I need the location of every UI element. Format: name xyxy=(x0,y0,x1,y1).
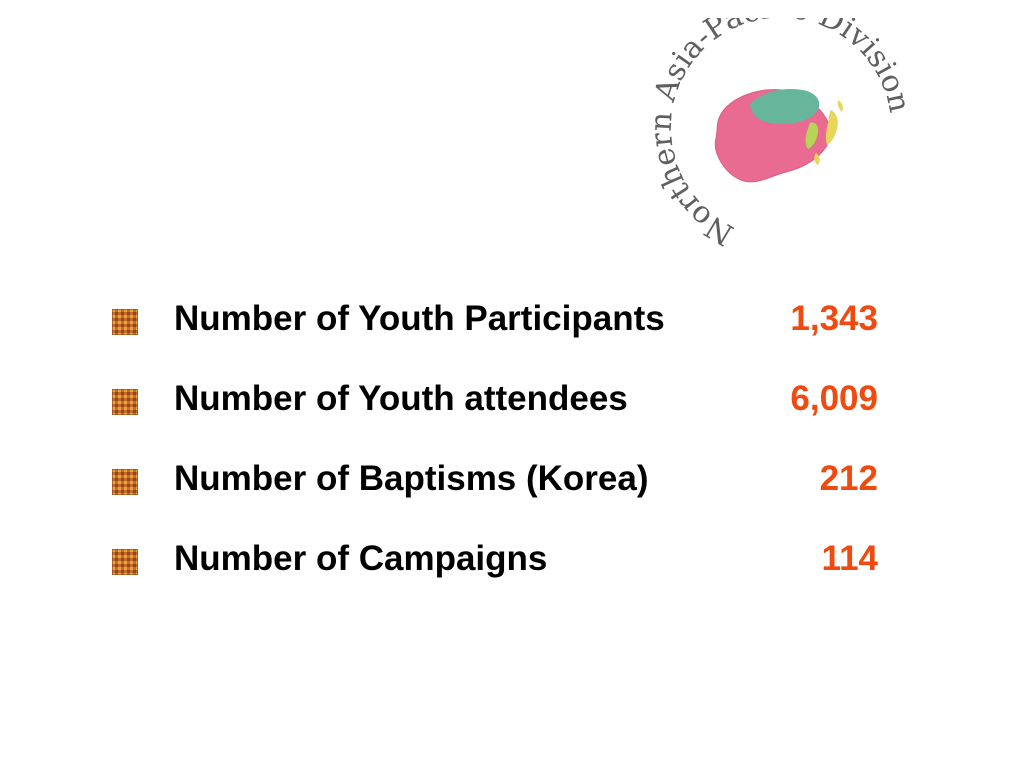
stat-row-youth-participants: Number of Youth Participants 1,343 xyxy=(112,296,892,376)
stat-label: Number of Baptisms (Korea) xyxy=(174,459,649,498)
division-logo: Northern Asia-Pacific Division xyxy=(640,18,920,248)
stat-value: 6,009 xyxy=(790,379,878,418)
stat-value: 1,343 xyxy=(790,299,878,338)
asia-map-icon xyxy=(714,88,843,183)
stats-list: Number of Youth Participants 1,343 Numbe… xyxy=(112,296,892,616)
stat-value: 114 xyxy=(821,539,878,578)
stat-value: 212 xyxy=(819,459,878,498)
textured-square-bullet-icon xyxy=(112,549,138,575)
division-logo-graphic: Northern Asia-Pacific Division xyxy=(644,18,917,248)
textured-square-bullet-icon xyxy=(112,389,138,415)
textured-square-bullet-icon xyxy=(112,309,138,335)
stat-row-baptisms-korea: Number of Baptisms (Korea) 212 xyxy=(112,456,892,536)
stat-row-youth-attendees: Number of Youth attendees 6,009 xyxy=(112,376,892,456)
textured-square-bullet-icon xyxy=(112,469,138,495)
stat-row-campaigns: Number of Campaigns 114 xyxy=(112,536,892,616)
stat-label: Number of Youth attendees xyxy=(174,379,628,418)
stat-label: Number of Youth Participants xyxy=(174,299,665,338)
stat-label: Number of Campaigns xyxy=(174,539,548,578)
